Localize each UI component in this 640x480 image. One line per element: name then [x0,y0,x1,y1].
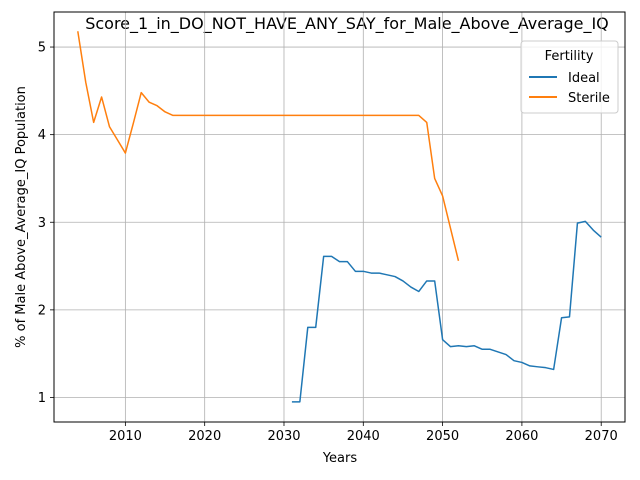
x-tick-label: 2040 [347,429,380,444]
x-axis-ticks: 2010 2020 2030 2040 2050 2060 2070 [109,422,618,444]
legend-title: Fertility [545,49,594,64]
chart-title: Score_1_in_DO_NOT_HAVE_ANY_SAY_for_Male_… [85,14,609,34]
y-tick-label: 1 [38,391,46,406]
legend-label-ideal: Ideal [568,71,600,86]
x-tick-label: 2010 [109,429,142,444]
y-tick-label: 4 [38,128,46,143]
x-tick-label: 2050 [426,429,459,444]
y-axis-label: % of Male Above_Average_IQ Population [14,86,29,348]
x-tick-label: 2060 [505,429,538,444]
legend-box [520,40,619,114]
legend: Fertility Ideal Sterile [520,40,619,114]
y-tick-label: 2 [38,303,46,318]
x-tick-label: 2020 [188,429,221,444]
plot-frame [53,11,626,423]
series-line-ideal [291,220,602,403]
y-tick-label: 5 [38,41,46,56]
y-axis-ticks: 1 2 3 4 5 [38,41,54,406]
series-lines [77,31,602,403]
x-axis-label: Years [322,451,358,466]
y-tick-label: 3 [38,216,46,231]
x-tick-label: 2030 [267,429,300,444]
x-tick-label: 2070 [585,429,618,444]
series-line-sterile [77,31,460,261]
legend-label-sterile: Sterile [568,91,610,106]
